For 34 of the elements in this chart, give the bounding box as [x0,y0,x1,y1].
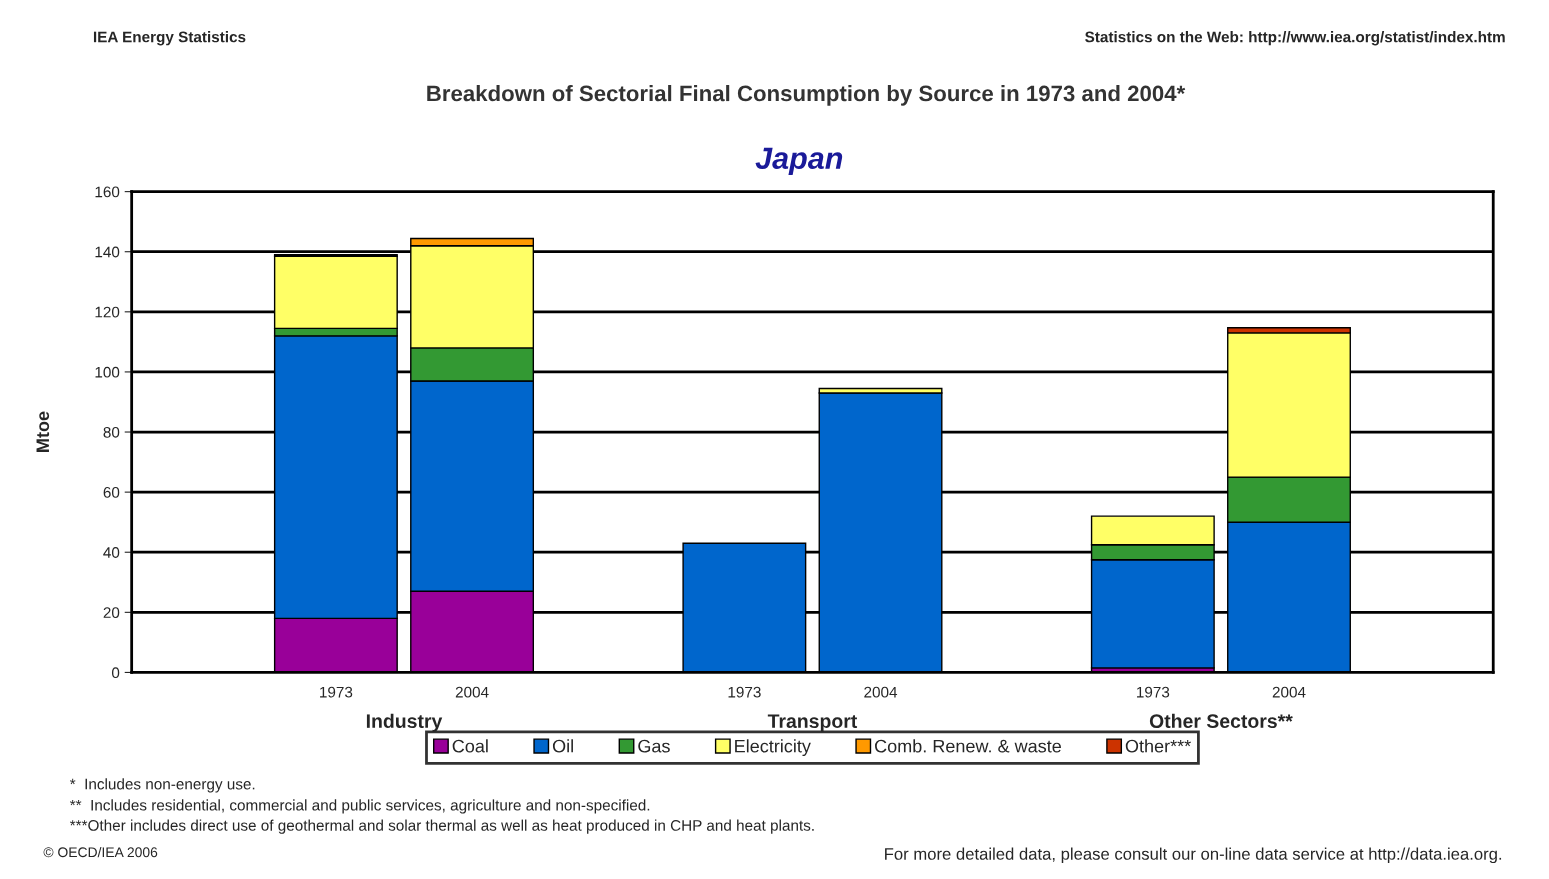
legend-label: Gas [638,739,670,753]
chart-subtitle: Japan [755,147,843,176]
text: IEA Energy Statistics [93,31,246,46]
x-tick-label: 1973 [1137,686,1170,698]
y-tick-label: 100 [95,366,120,378]
text: Transport [767,714,858,732]
y-tick-label: 140 [95,246,120,258]
text: * Includes non-energy use. [69,778,255,793]
text: Statistics on the Web: http://www.iea.org/statist/index.htm [1085,31,1505,46]
legend-label: Oil [552,739,573,753]
y-axis-title: Mtoe [36,411,50,452]
x-tick-label: 2004 [455,686,489,698]
x-tick-label: 2004 [1272,686,1306,698]
y-tick-label: 0 [111,667,120,679]
x-tick-label: 1973 [728,686,761,698]
chart-title: Breakdown of Sectorial Final Consumption by Source in 1973 and 2004* [427,84,1186,106]
text: ** Includes residential, commercial and public services, agriculture and non-specified. [69,799,650,814]
y-tick-label: 160 [95,186,120,198]
text: For more detailed data, please consult our on-line data service at http://data.iea.org. [885,847,1502,864]
y-tick-label: 120 [95,306,120,318]
text: © OECD/IEA 2006 [43,846,158,858]
y-tick-label: 40 [103,547,120,558]
y-tick-label: 60 [103,487,120,498]
y-tick-label: 20 [103,607,120,619]
legend-label: Other*** [1125,739,1191,753]
text: ***Other includes direct use of geothermal and solar thermal as well as heat produced in CHP and heat plants. [69,819,814,834]
legend-label: Coal [452,739,488,753]
legend-label: Electricity [735,739,811,757]
text: Industry [366,713,443,732]
y-tick-label: 80 [103,426,120,438]
x-tick-label: 1973 [320,686,353,698]
legend-label: Comb. Renew. & waste [875,739,1061,753]
text: Other Sectors** [1149,713,1293,728]
x-tick-label: 2004 [864,686,898,698]
